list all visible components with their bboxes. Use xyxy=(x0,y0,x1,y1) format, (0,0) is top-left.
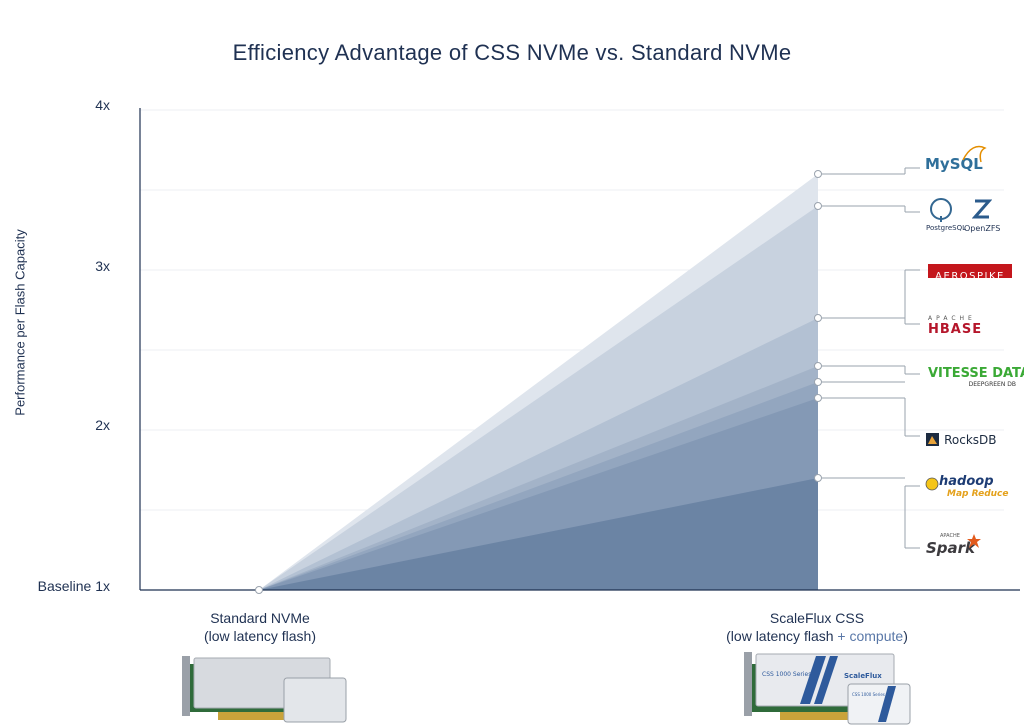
y-axis-label: Performance per Flash Capacity xyxy=(12,229,28,416)
category-label: Standard NVMe xyxy=(210,610,310,626)
end-marker-rocksdb xyxy=(814,394,822,402)
standard-nvme-product-image xyxy=(182,656,347,723)
card-bracket xyxy=(744,652,752,716)
hbase-logo: APACHE HBASE xyxy=(928,315,990,337)
dolphin-icon xyxy=(962,145,987,163)
axes xyxy=(139,108,1020,591)
spark-logo: APACHE Spark xyxy=(926,533,986,561)
card-series-label: CSS 1000 Series xyxy=(762,671,811,678)
category-label: ScaleFlux CSS xyxy=(769,610,865,626)
sublabel-close: ) xyxy=(903,628,908,644)
vitesse-data-logo: VITESSE DATA DEEPGREEN DB xyxy=(928,366,1024,388)
aerospike-logo: AEROSPIKE xyxy=(928,264,1012,282)
drive-stripe xyxy=(878,686,896,722)
end-marker-postgresql-openzfs xyxy=(814,202,822,210)
x-category-standard-nvme: Standard NVMe (low latency flash) xyxy=(130,609,390,645)
leader-lines xyxy=(822,167,920,549)
baseline-marker xyxy=(255,586,263,594)
aerospike-wordmark: AEROSPIKE xyxy=(935,271,1005,282)
end-markers xyxy=(255,170,822,594)
end-marker-hadoop-mapreduce xyxy=(814,474,822,482)
hadoop-elephant-icon xyxy=(925,477,939,491)
pcie-connector xyxy=(218,712,298,720)
apache-label: APACHE xyxy=(928,315,976,322)
hbase-wordmark: HBASE xyxy=(928,322,983,337)
stripe-graphic xyxy=(800,656,826,704)
card-brand-label: ScaleFlux xyxy=(844,672,882,680)
drive-series-label: CSS 1000 Series xyxy=(852,692,885,697)
rocksdb-wordmark: RocksDB xyxy=(944,433,997,447)
vitesse-wordmark: VITESSE DATA xyxy=(928,366,1024,381)
deepgreen-wordmark: DEEPGREEN DB xyxy=(968,381,1016,388)
scaleflux-css-product-image: CSS 1000 Series ScaleFlux CSS 1000 Serie… xyxy=(744,652,911,725)
x-category-scaleflux-css: ScaleFlux CSS (low latency flash + compu… xyxy=(687,609,947,645)
mysql-wordmark: MySQL xyxy=(925,155,983,173)
rocksdb-logo: RocksDB xyxy=(926,429,997,448)
hadoop-wordmark: hadoop xyxy=(939,474,994,489)
y-tick-label: Baseline 1x xyxy=(37,578,110,594)
sublabel-text: (low latency flash xyxy=(726,628,838,644)
category-sublabel: (low latency flash) xyxy=(203,628,317,644)
stripe-graphic xyxy=(814,656,838,704)
spark-apache-label: APACHE xyxy=(940,533,960,539)
card-bracket xyxy=(182,656,190,716)
postgresql-wordmark: PostgreSQL xyxy=(926,224,966,232)
y-tick-label: 3x xyxy=(95,258,110,274)
end-marker-mysql xyxy=(814,170,822,178)
openzfs-icon xyxy=(972,199,992,219)
y-tick-label: 4x xyxy=(95,97,110,113)
hadoop-mapreduce-logo: hadoop Map Reduce xyxy=(925,474,1015,502)
spark-star-icon xyxy=(967,534,981,548)
y-tick-label: 2x xyxy=(95,417,110,433)
end-marker-vitesse-data-deepgreen-db xyxy=(814,378,822,386)
openzfs-wordmark: OpenZFS xyxy=(964,224,1001,233)
sublabel-plus-compute: + compute xyxy=(837,628,904,644)
mapreduce-wordmark: Map Reduce xyxy=(947,489,1009,499)
category-sublabel: (low latency flash + compute) xyxy=(687,627,947,645)
area-series xyxy=(259,174,818,590)
chart-title: Efficiency Advantage of CSS NVMe vs. Sta… xyxy=(232,40,792,65)
end-marker-aerospike xyxy=(814,314,822,322)
end-marker-apache-hbase xyxy=(814,362,822,370)
elephant-icon xyxy=(930,198,952,222)
grid-lines xyxy=(140,109,1004,511)
rocksdb-icon xyxy=(926,433,939,446)
u2-drive xyxy=(283,677,347,723)
u2-drive xyxy=(847,683,911,725)
area-hadoop-mapreduce xyxy=(259,478,818,590)
pcie-connector xyxy=(780,712,860,720)
mysql-logo: MySQL xyxy=(925,145,987,173)
spark-wordmark: Spark xyxy=(926,539,976,557)
